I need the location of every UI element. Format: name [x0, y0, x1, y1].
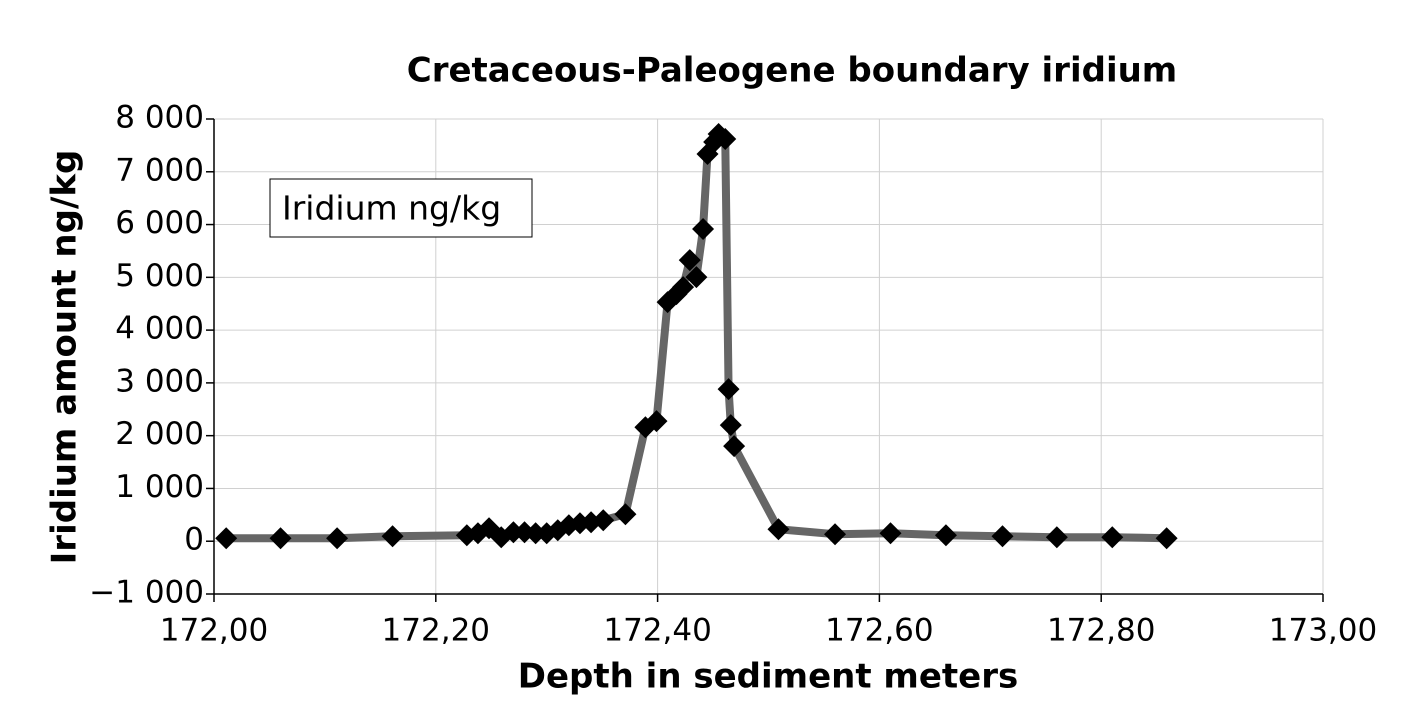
- data-point: [614, 503, 637, 526]
- data-point: [524, 522, 547, 545]
- x-tick-label: 173,00: [1269, 613, 1377, 649]
- y-tick-label: 4 000: [115, 311, 204, 347]
- data-point: [685, 266, 708, 289]
- data-point: [723, 435, 746, 458]
- y-tick-label: 5 000: [115, 258, 204, 294]
- data-point: [714, 128, 737, 151]
- legend-box: [269, 178, 533, 238]
- y-tick-label: 7 000: [115, 152, 204, 188]
- data-point: [672, 276, 695, 299]
- data-point: [326, 527, 349, 550]
- x-tick-label: 172,20: [382, 613, 490, 649]
- data-point: [490, 526, 513, 549]
- data-point: [767, 518, 790, 541]
- data-point: [502, 521, 525, 544]
- y-tick-label: 3 000: [115, 363, 204, 399]
- data-point: [381, 525, 404, 548]
- y-axis-title: Iridium amount ng/kg: [45, 150, 85, 565]
- data-point: [717, 378, 740, 401]
- data-point: [879, 522, 902, 545]
- y-tick-label: 1 000: [115, 469, 204, 505]
- data-point: [824, 523, 847, 546]
- data-point: [592, 509, 615, 532]
- chart-title: Cretaceous-Paleogene boundary iridium: [407, 51, 1177, 91]
- x-tick-label: 172,60: [825, 613, 933, 649]
- x-tick-label: 172,40: [603, 613, 711, 649]
- data-point: [692, 218, 715, 241]
- legend-label: Iridium ng/kg: [282, 189, 501, 228]
- data-point: [269, 527, 292, 550]
- y-tick-label: 0: [184, 522, 204, 558]
- x-tick-label: 172,80: [1047, 613, 1155, 649]
- y-tick-label: −1 000: [89, 575, 204, 611]
- y-tick-label: 2 000: [115, 416, 204, 452]
- data-point: [1045, 526, 1068, 549]
- data-point: [719, 414, 742, 437]
- x-tick-label: 172,00: [160, 613, 268, 649]
- x-axis-title: Depth in sediment meters: [518, 657, 1019, 697]
- data-point: [1155, 527, 1178, 550]
- data-point: [934, 524, 957, 547]
- data-point: [215, 527, 238, 550]
- data-point: [645, 410, 668, 433]
- y-tick-label: 6 000: [115, 205, 204, 241]
- data-point: [991, 525, 1014, 548]
- y-tick-label: 8 000: [115, 100, 204, 136]
- data-point: [1101, 526, 1124, 549]
- data-point: [678, 249, 701, 272]
